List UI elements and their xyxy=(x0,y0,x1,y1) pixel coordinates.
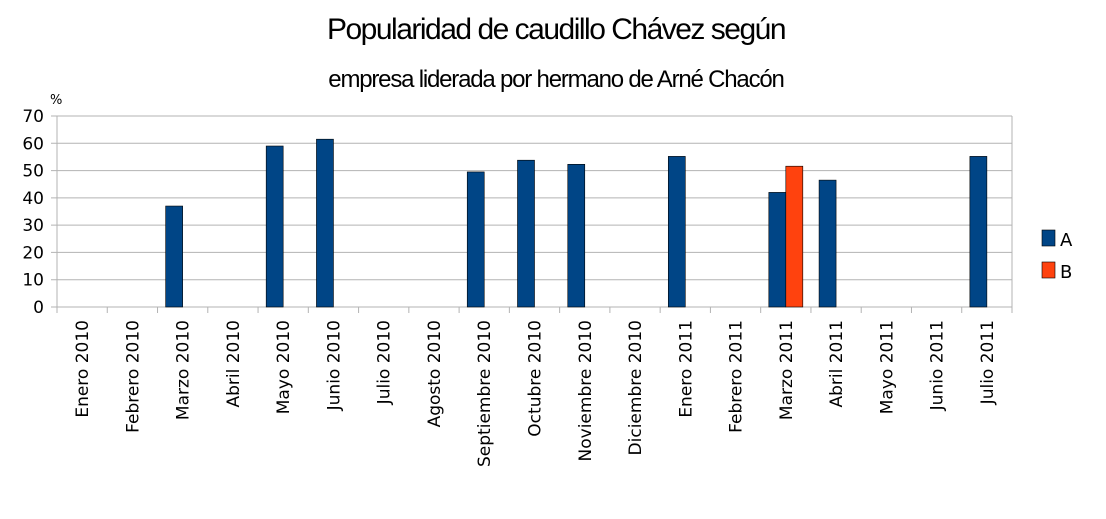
y-tick-label: 0 xyxy=(33,298,44,318)
x-tick-label: Enero 2011 xyxy=(676,320,696,418)
x-tick-label: Febrero 2011 xyxy=(727,320,747,433)
y-tick-label: 10 xyxy=(22,271,44,291)
y-tick-label: 40 xyxy=(22,189,44,209)
x-axis-ticks: Enero 2010 Febrero 2010 Marzo 2010 Abril 20… xyxy=(73,320,998,467)
x-tick-label: Mayo 2011 xyxy=(877,320,897,414)
chart-subtitle: empresa liderada por hermano de Arné Cha… xyxy=(328,66,783,93)
y-tick-label: 20 xyxy=(22,243,44,263)
chart-title: Popularidad de caudillo Chávez según xyxy=(327,13,785,46)
bar-a xyxy=(316,138,334,308)
bar-a xyxy=(667,156,686,308)
x-tick-label: Noviembre 2010 xyxy=(576,320,596,461)
bar-a xyxy=(969,156,988,308)
bar-a xyxy=(466,171,485,308)
bar-a xyxy=(517,159,535,308)
bars xyxy=(165,138,988,308)
x-tick-label: Septiembre 2010 xyxy=(475,320,495,467)
x-tick-label: Junio 2010 xyxy=(324,320,344,411)
bar-b xyxy=(785,165,804,308)
x-tick-label: Julio 2010 xyxy=(375,320,395,405)
x-tick-label: Agosto 2010 xyxy=(425,320,445,427)
x-tick-label: Diciembre 2010 xyxy=(626,320,646,455)
legend-label-a: A xyxy=(1060,230,1073,251)
x-tick-label: Abril 2011 xyxy=(827,320,847,408)
x-tick-label: Marzo 2010 xyxy=(174,320,194,420)
legend: AB xyxy=(1041,229,1073,283)
y-tick-label: 30 xyxy=(22,216,44,236)
x-tick-label: Febrero 2010 xyxy=(123,320,143,433)
x-tick-label: Enero 2010 xyxy=(73,320,93,418)
y-axis-unit-label: % xyxy=(50,93,62,108)
bar-a xyxy=(567,163,586,308)
bar-a xyxy=(818,179,837,308)
legend-swatch-a xyxy=(1041,229,1056,247)
bar-a xyxy=(265,145,284,308)
x-tick-label: Junio 2011 xyxy=(928,320,948,411)
bar-a xyxy=(165,205,183,308)
legend-label-b: B xyxy=(1060,262,1072,283)
x-tick-label: Mayo 2010 xyxy=(274,320,294,414)
bar-a xyxy=(768,192,787,308)
legend-swatch-b xyxy=(1041,261,1056,279)
x-tick-label: Julio 2011 xyxy=(978,320,998,405)
y-tick-label: 50 xyxy=(22,162,44,182)
x-tick-label: Marzo 2011 xyxy=(777,320,797,420)
y-tick-label: 60 xyxy=(22,134,44,154)
x-tick-label: Octubre 2010 xyxy=(526,320,546,437)
y-tick-label: 70 xyxy=(22,107,44,127)
y-axis-ticks: 0 10 20 30 40 50 60 70 xyxy=(22,107,44,318)
x-tick-label: Abril 2010 xyxy=(224,320,244,408)
